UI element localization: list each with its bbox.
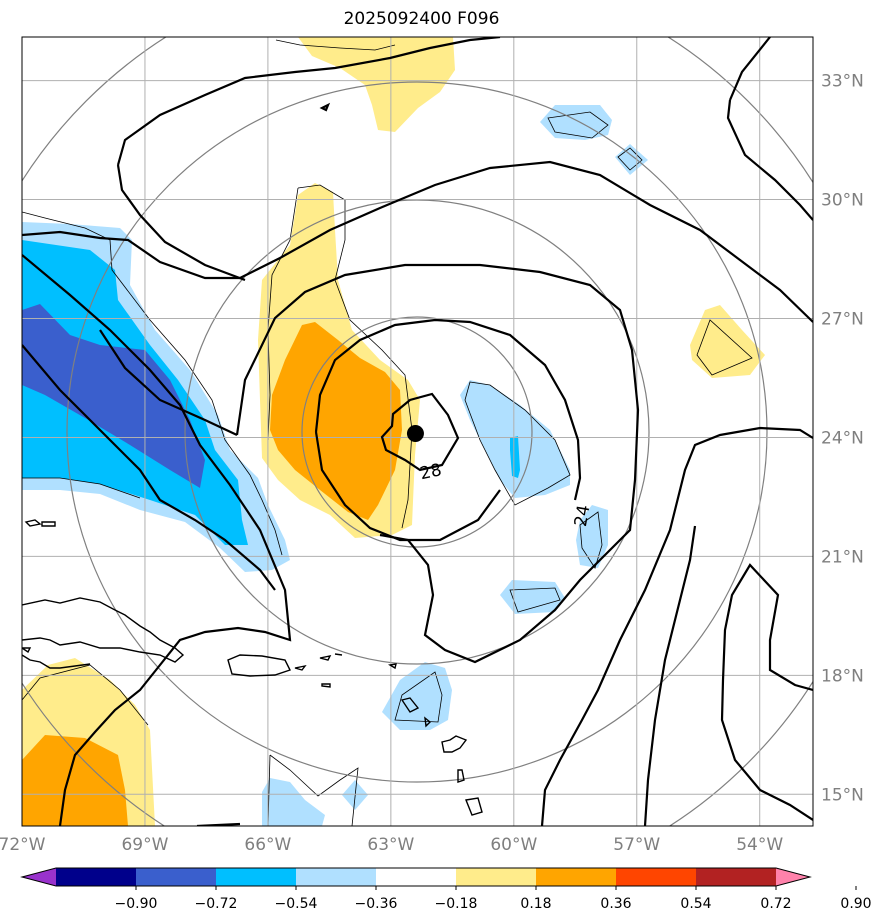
colorbar-swatch (216, 868, 297, 886)
colorbar-swatch (136, 868, 217, 886)
lon-tick-label: 60°W (490, 835, 537, 855)
islands-small-2 (22, 519, 483, 816)
contours (22, 37, 813, 826)
negative-anomaly-core-east (510, 436, 520, 478)
colorbar-swatch (536, 868, 617, 886)
colorbar-label: −0.54 (275, 896, 318, 912)
thin-outlines (22, 39, 753, 826)
colorbar-swatch (456, 868, 537, 886)
lon-tick-label: 63°W (367, 835, 414, 855)
map-area: 28 24 (22, 37, 813, 826)
puerto-rico-coast (227, 654, 291, 677)
lon-tick-label: 57°W (613, 835, 660, 855)
colorbar-label: −0.36 (355, 896, 398, 912)
lat-tick-label: 24°N (821, 428, 864, 448)
contour-southeast (643, 525, 697, 826)
lat-tick-label: 33°N (821, 72, 864, 92)
colorbar: −0.90 −0.72 −0.54 −0.36 −0.18 0.18 0.36 0.54 0.7… (20, 867, 872, 912)
colorbar-label: −0.72 (195, 896, 238, 912)
hispaniola-coast (22, 597, 185, 663)
colorbar-label: −0.18 (435, 896, 478, 912)
negative-anomaly-north-small (615, 144, 648, 175)
contour-label: 24 (571, 503, 594, 528)
coastlines (22, 519, 483, 816)
colorbar-swatch (696, 868, 777, 886)
map-frame (21, 36, 814, 827)
map-title: 2025092400 F096 (343, 9, 500, 29)
contour-far-north (116, 37, 501, 166)
colorbar-label: 0.90 (840, 896, 871, 912)
negative-anomaly-north (540, 105, 612, 140)
colorbar-label: −0.90 (115, 896, 158, 912)
contour-east (728, 37, 771, 101)
lat-tick-label: 18°N (821, 666, 864, 686)
positive-anomaly-southwest-core (22, 735, 128, 826)
range-rings (22, 37, 813, 826)
positive-anomaly-medium (270, 322, 402, 520)
lon-tick-label: 66°W (244, 835, 291, 855)
gridlines (22, 37, 813, 826)
positive-anomaly-east (690, 305, 765, 378)
contour-far-east (540, 426, 813, 826)
lat-tick-label: 27°N (821, 310, 864, 330)
islands-small-1 (294, 653, 343, 688)
longitude-labels: 72°W 69°W 66°W 63°W 60°W 57°W 54°W (0, 835, 783, 855)
lon-tick-label: 69°W (121, 835, 168, 855)
contour-24 (235, 263, 640, 664)
colorbar-swatch (296, 868, 377, 886)
lat-tick-label: 15°N (821, 785, 864, 805)
lon-tick-label: 72°W (0, 835, 46, 855)
lat-tick-label: 30°N (821, 191, 864, 211)
hispaniola-south (22, 654, 91, 669)
negative-anomaly-islands (382, 662, 452, 730)
colorbar-label: 0.36 (600, 896, 631, 912)
negative-anomaly-south (262, 778, 325, 826)
lat-tick-label: 21°N (821, 547, 864, 567)
contour-inner (380, 392, 460, 472)
contour-labels: 28 24 (418, 460, 594, 528)
contour-label: 28 (418, 460, 443, 484)
colorbar-swatch (616, 868, 697, 886)
lon-tick-label: 54°W (736, 835, 783, 855)
storm-center-marker (406, 424, 424, 442)
negative-anomaly-dark (22, 304, 205, 488)
colorbar-extend-max (776, 868, 810, 886)
contour-20 (22, 254, 292, 826)
contour-north (22, 160, 813, 323)
colorbar-extend-min (22, 868, 56, 886)
colorbar-label: 0.54 (680, 896, 711, 912)
contour-ne-lobe (319, 102, 331, 112)
colorbar-label: 0.72 (760, 896, 791, 912)
colorbar-label: 0.18 (520, 896, 551, 912)
colorbar-outline (20, 867, 812, 887)
contour-outer-west (22, 344, 276, 591)
contour-28 (314, 318, 582, 501)
colorbar-swatch (376, 868, 457, 886)
colorbar-swatch (56, 868, 137, 886)
shaded-fields (22, 37, 765, 826)
latitude-labels: 15°N 18°N 21°N 24°N 27°N 30°N 33°N (821, 72, 864, 806)
